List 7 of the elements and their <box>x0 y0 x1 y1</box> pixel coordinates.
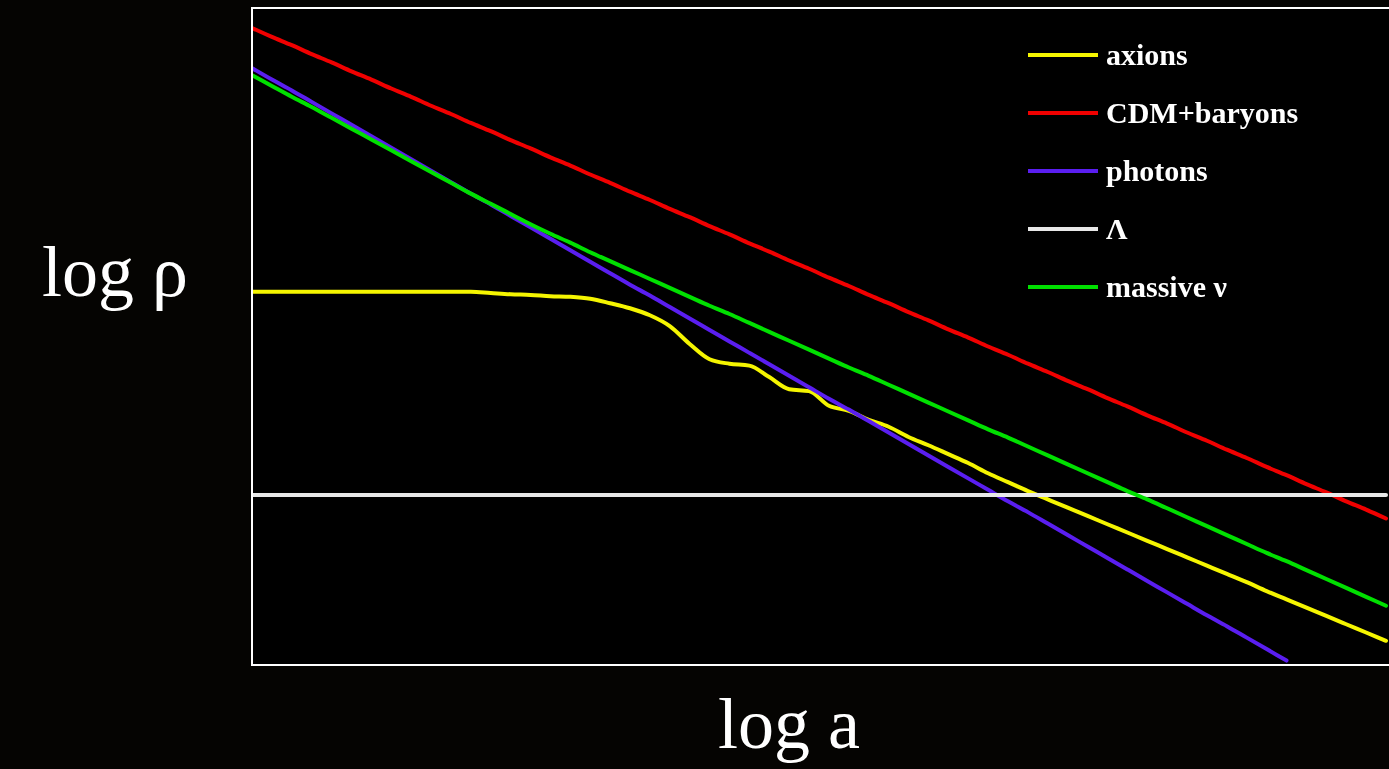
legend-label: Λ <box>1106 212 1128 245</box>
legend-label: axions <box>1106 38 1188 71</box>
legend-label: massive ν <box>1106 270 1228 303</box>
legend-label: photons <box>1106 154 1208 187</box>
legend-label: CDM+baryons <box>1106 96 1299 129</box>
y-axis-title: log ρ <box>42 232 188 312</box>
x-axis-title: log a <box>718 684 860 764</box>
